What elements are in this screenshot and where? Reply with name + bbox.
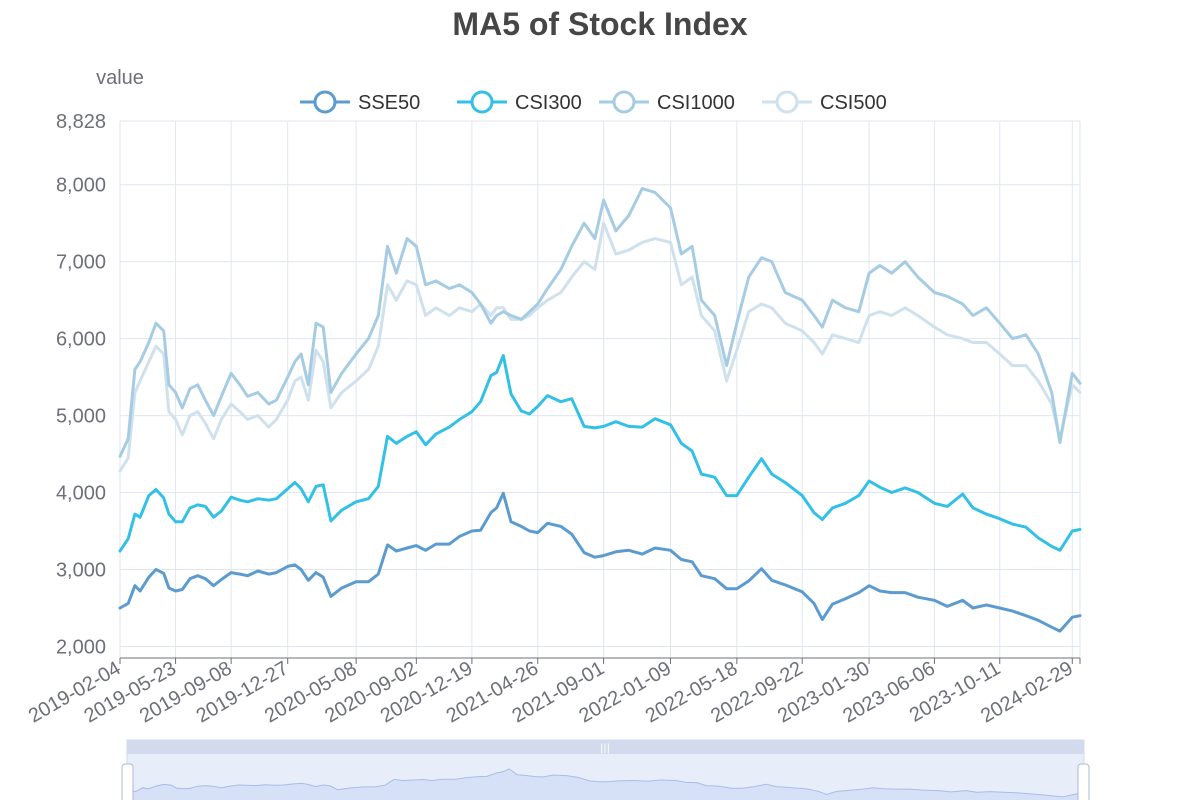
legend-label: CSI300 bbox=[515, 92, 582, 114]
zoom-handle-left[interactable] bbox=[121, 763, 134, 800]
x-axis: 2019-02-042019-05-232019-09-082019-12-27… bbox=[25, 657, 1081, 727]
grid-lines bbox=[119, 120, 1081, 658]
y-tick-label: 8,828 bbox=[56, 111, 106, 133]
series-line-csi300[interactable] bbox=[118, 354, 1082, 553]
legend-label: CSI500 bbox=[820, 92, 887, 114]
data-zoom-slider[interactable]: ||| bbox=[121, 739, 1090, 800]
zoom-handle-bar[interactable] bbox=[127, 740, 1084, 754]
zoom-grip-icon: ||| bbox=[600, 743, 610, 754]
legend-item-csi1000[interactable]: CSI1000 bbox=[599, 90, 735, 114]
legend-marker-icon bbox=[612, 90, 636, 114]
y-tick-label: 5,000 bbox=[56, 406, 106, 428]
y-axis: 2,000 3,000 4,000 5,000 6,000 7,000 8,000 8,828 bbox=[56, 111, 106, 658]
y-tick-label: 8,000 bbox=[56, 175, 106, 197]
legend-item-csi300[interactable]: CSI300 bbox=[457, 90, 582, 114]
legend-marker-icon bbox=[775, 90, 799, 114]
legend-item-sse50[interactable]: SSE50 bbox=[300, 90, 420, 114]
legend-label: SSE50 bbox=[358, 92, 420, 114]
y-tick-label: 3,000 bbox=[56, 560, 106, 582]
y-tick-label: 4,000 bbox=[56, 483, 106, 505]
y-tick-label: 6,000 bbox=[56, 329, 106, 351]
chart-title: MA5 of Stock Index bbox=[452, 6, 748, 42]
zoom-preview-area bbox=[127, 768, 1084, 800]
zoom-handle-right[interactable] bbox=[1077, 763, 1090, 800]
legend-marker-icon bbox=[470, 90, 494, 114]
legend-marker-icon bbox=[313, 90, 337, 114]
series-line-csi1000[interactable] bbox=[118, 187, 1082, 458]
legend[interactable]: SSE50 CSI300 CSI1000 CSI500 bbox=[300, 90, 887, 114]
legend-label: CSI1000 bbox=[657, 92, 735, 114]
series-lines bbox=[118, 187, 1082, 633]
y-tick-label: 7,000 bbox=[56, 252, 106, 274]
legend-item-csi500[interactable]: CSI500 bbox=[762, 90, 887, 114]
y-axis-label: value bbox=[96, 67, 144, 89]
series-line-sse50[interactable] bbox=[118, 491, 1082, 633]
series-line-csi500[interactable] bbox=[118, 221, 1082, 473]
y-tick-label: 2,000 bbox=[56, 636, 106, 658]
